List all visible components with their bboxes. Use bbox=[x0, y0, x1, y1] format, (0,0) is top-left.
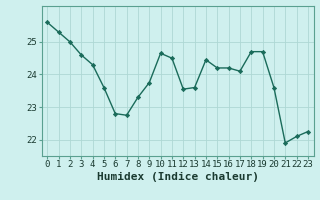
X-axis label: Humidex (Indice chaleur): Humidex (Indice chaleur) bbox=[97, 172, 259, 182]
